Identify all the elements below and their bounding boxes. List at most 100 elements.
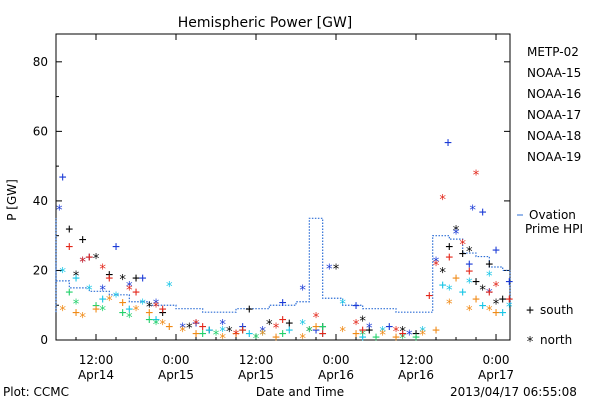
point-north-noaa-19: * [192,318,200,333]
point-south-metp-02: + [472,274,480,289]
point-north-noaa-18: * [379,329,387,344]
point-south-noaa-15: + [312,323,320,338]
point-north-noaa-18: * [179,325,187,340]
point-south-noaa-19: + [465,264,473,279]
point-north-noaa-19: * [459,238,467,253]
point-south-noaa-17: + [319,320,327,335]
point-south-noaa-19: + [279,313,287,328]
point-north-noaa-16: * [139,297,147,312]
point-north-noaa-18: * [259,329,267,344]
point-north-noaa-16: * [445,283,453,298]
point-north-metp-02: * [145,301,153,316]
point-north-metp-02: * [305,325,313,340]
point-south-noaa-17: + [92,299,100,314]
point-north-noaa-15: * [179,322,187,337]
x-tick-date: Apr14 [78,368,114,382]
footer-right: 2013/04/17 06:55:08 [450,385,577,399]
point-south-noaa-18: + [492,306,500,321]
point-south-noaa-17: + [199,327,207,342]
point-south-noaa-19: + [105,271,113,286]
point-south-noaa-15: + [444,135,452,150]
point-north-noaa-17: * [99,304,107,319]
point-south-noaa-16: + [125,302,133,317]
x-tick-time: 0:00 [483,353,510,367]
point-south-metp-02: + [285,316,293,331]
point-north-noaa-19: * [79,256,87,271]
x-tick-time: 12:00 [239,353,274,367]
point-north-noaa-19: * [352,318,360,333]
point-north-metp-02: * [492,297,500,312]
point-south-noaa-19: + [239,323,247,338]
point-south-metp-02: + [245,302,253,317]
point-north-noaa-18: * [105,294,113,309]
point-south-metp-02: + [105,267,113,282]
point-north-noaa-15: * [55,203,63,218]
point-south-noaa-16: + [245,327,253,342]
point-north-metp-02: * [185,322,193,337]
point-south-noaa-17: + [65,285,73,300]
point-south-noaa-18: + [452,271,460,286]
legend-entry: NOAA-17 [527,108,581,122]
point-north-noaa-15: * [325,262,333,277]
point-north-noaa-19: * [272,322,280,337]
point-south-noaa-16: + [399,327,407,342]
x-tick-time: 0:00 [323,353,350,367]
point-north-metp-02: * [265,318,273,333]
point-south-metp-02: + [485,257,493,272]
point-north-noaa-18: * [79,311,87,326]
point-south-noaa-19: + [359,323,367,338]
point-north-metp-02: * [479,283,487,298]
point-south-noaa-15: + [479,205,487,220]
data-points: +++ +++++ + + ++ ++++***** * * *********+++++ +++… [55,135,513,347]
point-south-noaa-18: + [232,327,240,342]
point-south-noaa-19: + [199,320,207,335]
point-south-metp-02: + [365,323,373,338]
legend: METP-02 NOAA-15 NOAA-16 NOAA-17 NOAA-18 NOAA-… [517,45,583,350]
point-north-noaa-18: * [339,325,347,340]
point-north-noaa-16: * [85,283,93,298]
ovation-series [55,217,511,313]
legend-entry: NOAA-15 [527,66,581,80]
point-north-noaa-19: * [125,283,133,298]
point-south-noaa-16: + [319,327,327,342]
point-south-noaa-19: + [132,285,140,300]
point-north-noaa-15: * [219,318,227,333]
point-north-noaa-15: * [405,329,413,344]
y-axis: 0 20 40 60 80 [33,55,510,347]
point-north-metp-02: * [452,224,460,239]
point-north-noaa-16: * [259,329,267,344]
point-south-noaa-16: + [152,313,160,328]
point-south-noaa-18: + [192,327,200,342]
y-tick-label: 20 [33,263,48,277]
point-south-noaa-17: + [372,330,380,345]
point-south-noaa-15: + [85,250,93,265]
legend-entry: METP-02 [527,45,579,59]
point-south-noaa-18: + [432,323,440,338]
point-south-metp-02: + [79,233,87,248]
point-south-noaa-16: + [499,306,507,321]
point-north-noaa-15: * [259,325,267,340]
point-north-noaa-19: * [152,301,160,316]
point-north-noaa-17: * [359,329,367,344]
point-south-noaa-19: + [319,327,327,342]
point-north-metp-02: * [72,269,80,284]
legend-entry: NOAA-18 [527,129,581,143]
point-south-noaa-18: + [145,306,153,321]
chart-title: Hemispheric Power [GW] [178,15,353,31]
point-north-noaa-18: * [465,304,473,319]
legend-ovation-label-2: Prime HPI [525,222,583,236]
point-north-noaa-15: * [99,283,107,298]
point-north-noaa-18: * [219,332,227,347]
point-south-noaa-15: + [239,320,247,335]
point-north-noaa-16: * [485,269,493,284]
point-south-noaa-17: + [239,323,247,338]
ovation-hpi-line [55,217,511,313]
point-south-noaa-16: + [439,278,447,293]
x-tick-date: Apr15 [238,368,274,382]
y-tick-label: 60 [33,124,48,138]
point-north-metp-02: * [399,325,407,340]
point-north-noaa-17: * [399,332,407,347]
x-axis: 12:00Apr140:00Apr1512:00Apr150:00Apr1612… [75,34,514,382]
point-south-noaa-16: + [72,271,80,286]
